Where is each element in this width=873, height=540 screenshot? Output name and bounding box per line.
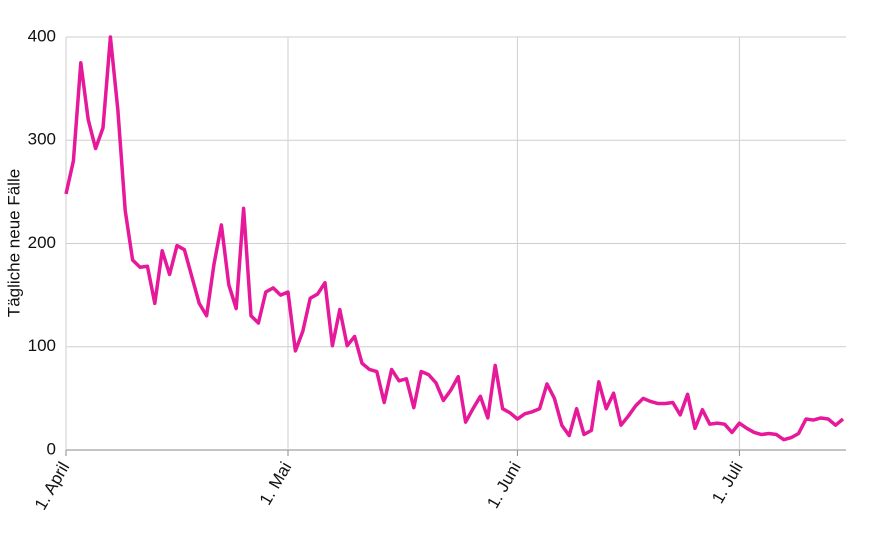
y-tick-label: 300: [28, 130, 56, 149]
x-tick-label: 1. Juli: [708, 459, 747, 507]
x-tick-label: 1. Juni: [483, 459, 525, 512]
y-tick-label: 200: [28, 233, 56, 252]
line: [64, 35, 845, 442]
y-tick-label: 100: [28, 336, 56, 355]
x-tick-label: 1. April: [31, 459, 73, 514]
y-tick-label: 400: [28, 26, 56, 45]
y-tick-label: 0: [47, 439, 56, 458]
x-tick-label: 1. Mai: [256, 459, 296, 509]
y-axis-label: Tägliche neue Fälle: [4, 169, 23, 317]
